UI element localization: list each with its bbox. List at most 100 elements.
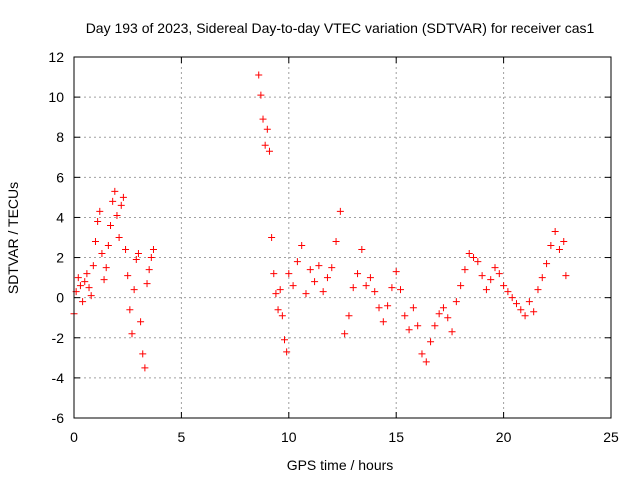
data-point [384,302,392,310]
data-point [272,290,280,298]
data-point [122,246,130,254]
data-point [517,306,525,314]
data-point [487,276,495,284]
data-point [143,280,151,288]
y-tick-label: 12 [48,49,64,65]
x-tick-label: 20 [496,429,512,445]
data-point [306,266,314,274]
data-point [478,272,486,280]
data-point [439,304,447,312]
data-point [543,260,551,268]
data-point [512,300,520,308]
data-point [358,246,366,254]
data-point [521,312,529,320]
data-point [102,264,110,272]
data-point [149,246,157,254]
data-point [392,268,400,276]
data-point [124,272,132,280]
data-point [107,221,115,229]
data-point [76,282,84,290]
data-point [104,242,112,250]
data-point [261,141,269,149]
data-point [345,312,353,320]
data-point [328,264,336,272]
data-point [495,270,503,278]
data-point [285,270,293,278]
x-tick-label: 10 [281,429,297,445]
data-point [560,238,568,246]
data-point [555,246,563,254]
data-point [409,304,417,312]
x-tick-label: 5 [178,429,186,445]
data-point [87,292,95,300]
data-point [81,278,89,286]
x-tick-label: 15 [388,429,404,445]
data-point [418,350,426,358]
data-point [371,288,379,296]
data-point [405,326,413,334]
data-point [132,256,140,264]
data-point [274,306,282,314]
data-points [70,71,570,372]
data-point [111,187,119,195]
plot-frame [73,56,612,419]
data-point [538,274,546,282]
data-point [128,330,136,338]
data-point [562,272,570,280]
data-point [396,286,404,294]
data-point [113,211,121,219]
data-point [375,304,383,312]
data-point [311,278,319,286]
data-point [257,91,265,99]
data-point [461,266,469,274]
data-point [474,258,482,266]
data-point [319,288,327,296]
data-point [551,227,559,235]
data-point [74,274,82,282]
y-tick-label: 4 [56,209,64,225]
x-axis-label: GPS time / hours [287,457,394,473]
data-point [263,125,271,133]
data-point [268,234,276,241]
data-point [508,294,516,302]
data-point [91,238,99,246]
y-tick-label: 2 [56,250,64,266]
data-point [414,322,422,330]
data-point [270,270,278,278]
y-tick-label: 8 [56,129,64,145]
y-tick-label: 6 [56,169,64,185]
data-point [281,336,289,344]
data-point [293,258,301,266]
data-point [465,250,473,258]
data-point [362,282,370,290]
data-point [289,282,297,290]
data-point [452,298,460,306]
x-tick-label: 0 [70,429,78,445]
data-point [336,207,344,215]
data-point [422,358,430,366]
data-point [147,254,155,262]
data-point [332,238,340,246]
data-point [354,270,362,278]
data-point [259,115,267,123]
y-axis-label: SDTVAR / TECUs [5,182,21,294]
data-point [298,242,306,250]
data-point [457,282,465,290]
data-point [283,348,291,356]
data-point [115,234,123,241]
axis-ticks [73,56,612,419]
data-point [500,282,508,290]
data-point [427,338,435,346]
data-point [482,286,490,294]
x-tick-labels: 0 5 10 15 20 25 [70,429,619,445]
data-point [134,250,142,258]
data-point [96,207,104,215]
data-point [366,274,374,282]
y-tick-label: -6 [52,410,65,426]
data-point [470,254,478,262]
data-point [137,318,145,326]
x-tick-label: 25 [603,429,619,445]
data-point [255,71,263,79]
data-point [79,298,87,306]
